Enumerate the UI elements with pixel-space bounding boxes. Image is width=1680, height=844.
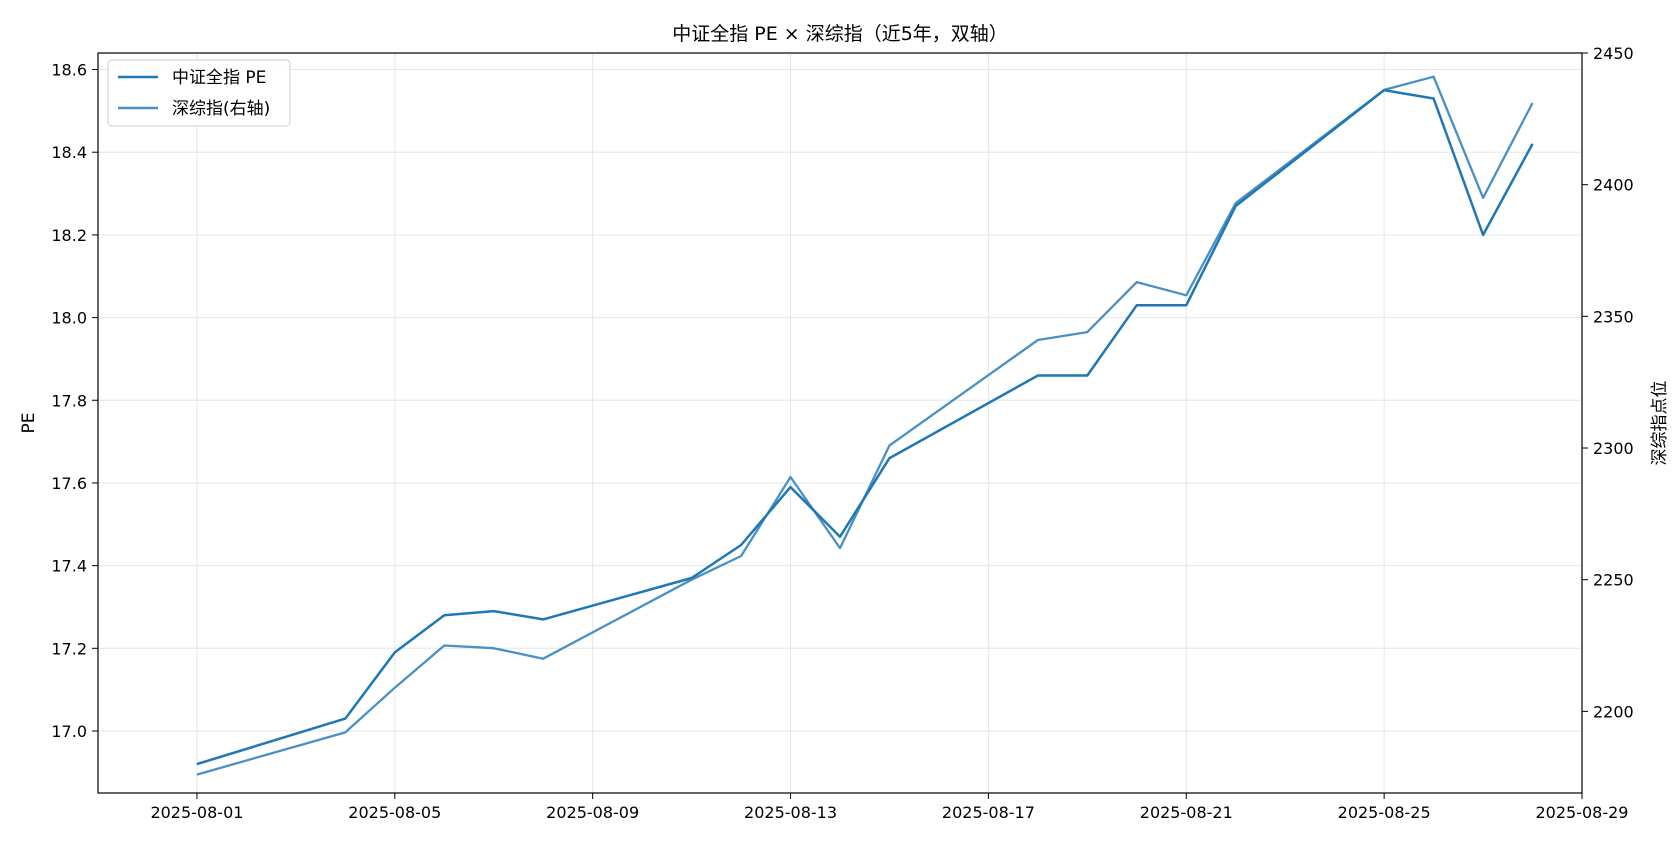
series-line-pe <box>196 88 1534 766</box>
y-tick-label: 18.2 <box>51 226 87 245</box>
x-tick-label: 2025-08-21 <box>1140 803 1233 822</box>
y-tick-label: 18.4 <box>51 143 87 162</box>
y2-tick-label: 2400 <box>1593 176 1634 195</box>
y2-axis-label: 深综指点位 <box>1650 381 1670 466</box>
x-tick-label: 2025-08-29 <box>1536 803 1629 822</box>
x-tick-label: 2025-08-09 <box>546 803 639 822</box>
y-tick-label: 17.8 <box>51 391 87 410</box>
y-tick-label: 17.2 <box>51 639 87 658</box>
y-axis-left: 17.0 17.2 17.4 17.6 17.8 18.0 18.2 18.4 18.6 <box>51 61 98 741</box>
series-layer <box>196 75 1534 776</box>
y-tick-label: 17.0 <box>51 722 87 741</box>
legend-label-szzs: 深综指(右轴) <box>172 99 270 119</box>
x-tick-label: 2025-08-13 <box>744 803 837 822</box>
legend-label-pe: 中证全指 PE <box>172 68 266 88</box>
y-tick-label: 17.6 <box>51 474 87 493</box>
x-tick-label: 2025-08-25 <box>1338 803 1431 822</box>
y-tick-label: 18.0 <box>51 309 87 328</box>
y2-tick-label: 2250 <box>1593 571 1634 590</box>
x-axis: 2025-08-01 2025-08-05 2025-08-09 2025-08-13… <box>150 793 1628 822</box>
y-axis-label: PE <box>19 413 39 434</box>
y-axis-right: 2200 2250 2300 2350 2400 2450 <box>1582 44 1634 721</box>
chart-title: 中证全指 PE × 深综指（近5年，双轴） <box>672 23 1008 45</box>
x-tick-label: 2025-08-17 <box>942 803 1035 822</box>
y-tick-label: 18.6 <box>51 61 87 80</box>
y2-tick-label: 2200 <box>1593 702 1634 721</box>
x-tick-label: 2025-08-01 <box>150 803 243 822</box>
y2-tick-label: 2300 <box>1593 439 1634 458</box>
series-line-szzs <box>196 75 1534 776</box>
y-tick-label: 17.4 <box>51 557 87 576</box>
x-tick-label: 2025-08-05 <box>348 803 441 822</box>
grid <box>98 53 1583 793</box>
legend: 中证全指 PE 深综指(右轴) <box>107 59 291 127</box>
y2-tick-label: 2350 <box>1593 307 1634 326</box>
y2-tick-label: 2450 <box>1593 44 1634 63</box>
plot-frame <box>97 52 1583 794</box>
